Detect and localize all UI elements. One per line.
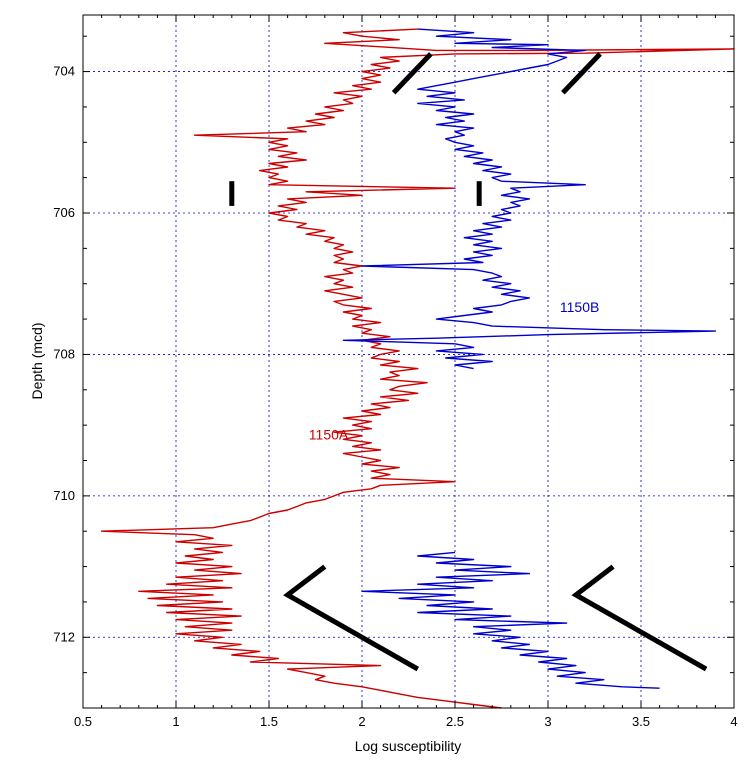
x-tick-label: 2.5 [446,714,464,729]
series-label-1150A: 1150A [309,426,349,442]
series-line-1150B [342,28,717,370]
grid [83,15,734,708]
slant-marker [561,52,602,95]
x-tick-label: 3.5 [632,714,650,729]
y-tick-label: 708 [53,346,75,361]
x-axis-title: Log susceptibility [355,738,462,754]
series-line-1150A [100,28,735,709]
y-tick-label: 706 [53,205,75,220]
chevron-marker [571,564,708,672]
y-axis-ticks: 704 706 708 710 712 [53,35,734,709]
annotation-layer: 1150A 1150B [309,299,600,442]
chevron-marker [283,564,420,672]
y-axis-title: Depth (mcd) [29,322,45,399]
x-tick-label: 1.5 [260,714,278,729]
x-tick-label: 1 [172,714,179,729]
x-tick-label: 0.5 [74,714,92,729]
y-tick-label: 704 [53,64,75,79]
x-axis-ticks: 0.5 1 1.5 2 2.5 3 3.5 4 [74,15,738,729]
y-tick-label: 710 [53,488,75,503]
y-tick-label: 712 [53,629,75,644]
series-label-1150B: 1150B [560,299,599,315]
x-tick-label: 3 [544,714,551,729]
x-tick-label: 2 [358,714,365,729]
marker-layer [229,52,708,672]
slant-marker [391,52,433,95]
plot-frame [82,14,735,709]
x-tick-label: 4 [730,714,737,729]
series-layer [100,28,735,709]
series-line-1150B [361,551,660,689]
